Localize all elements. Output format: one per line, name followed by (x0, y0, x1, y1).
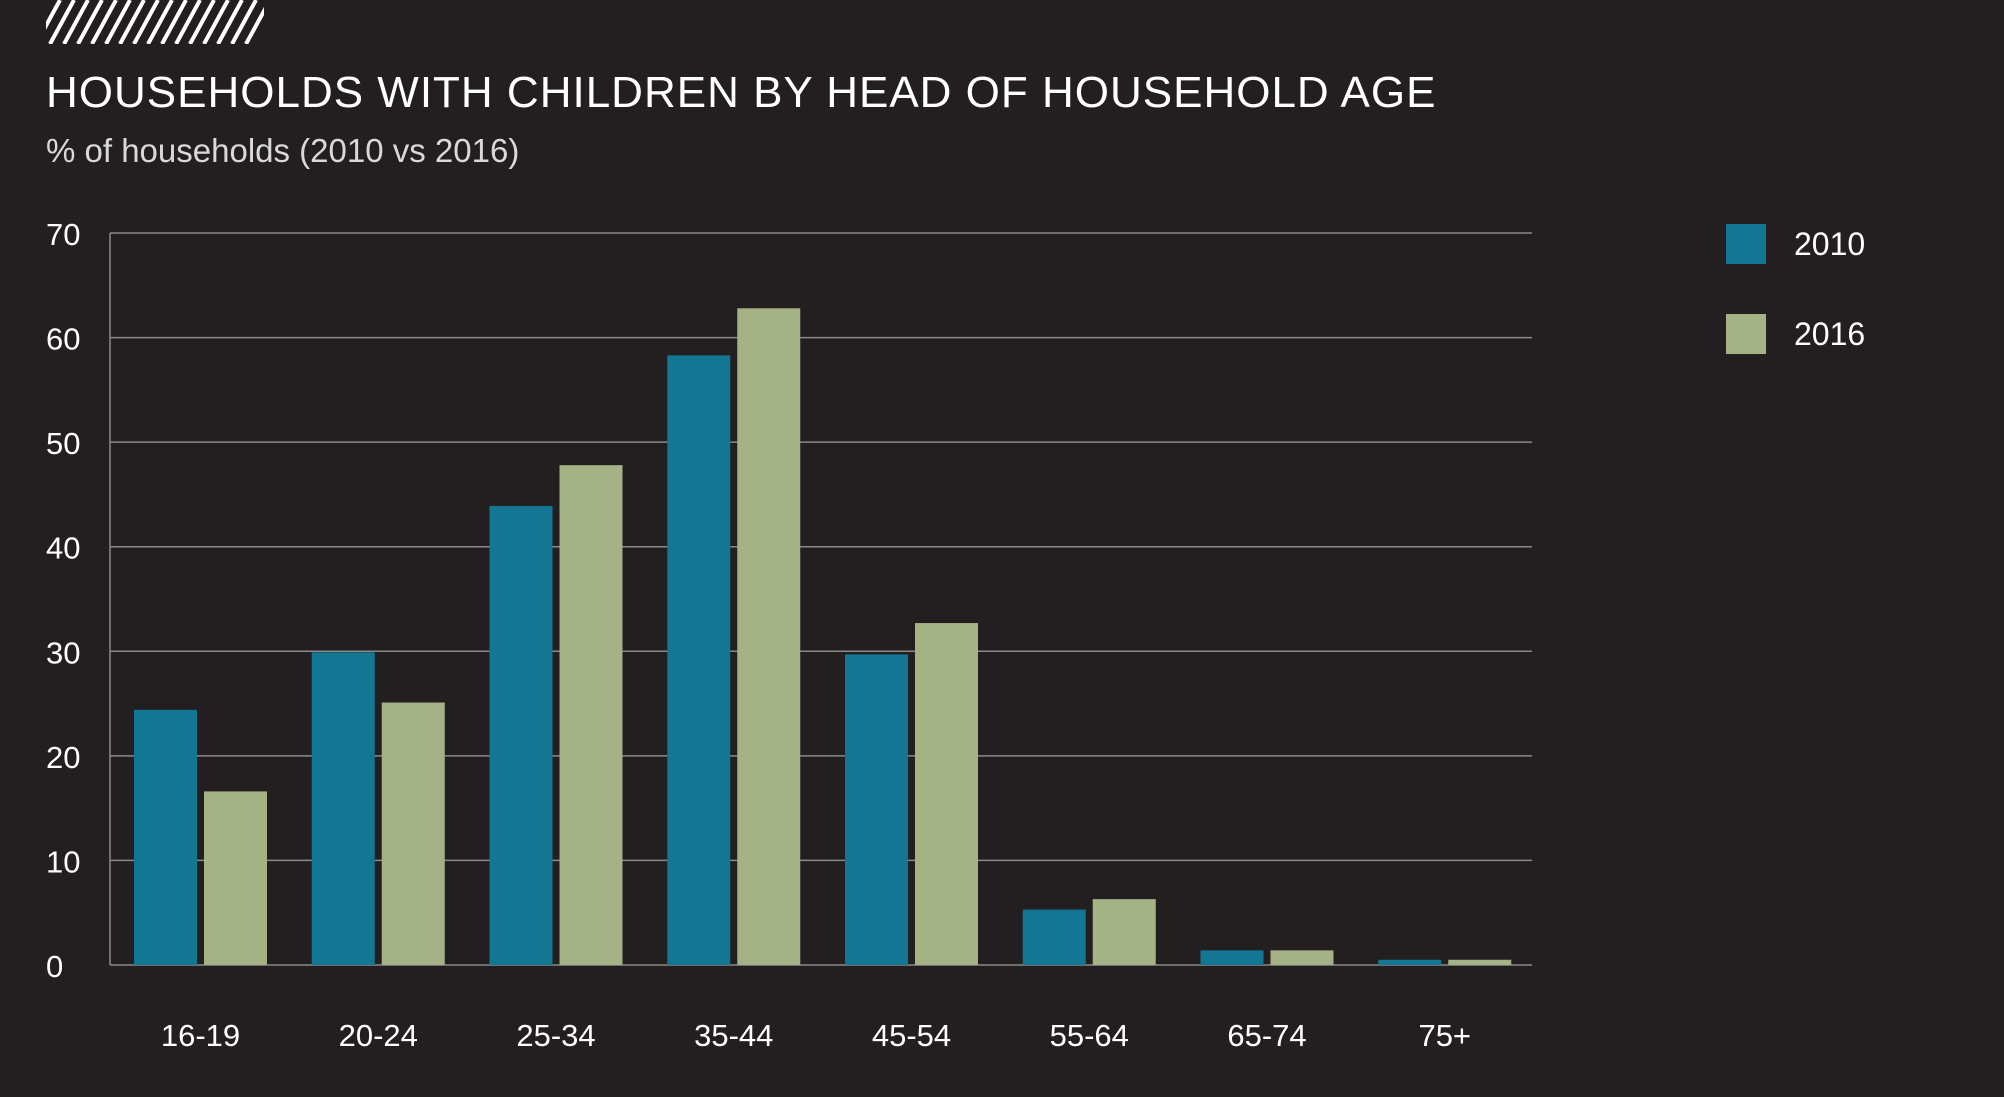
bar-2016-75+ (1448, 959, 1512, 965)
bar-2010-65-74 (1200, 950, 1264, 965)
y-tick-label: 0 (46, 949, 63, 984)
bar-2010-45-54 (845, 654, 908, 965)
x-tick-label: 55-64 (1050, 1018, 1129, 1053)
x-tick-label: 16-19 (161, 1018, 240, 1053)
bar-2016-45-54 (915, 623, 978, 965)
x-tick-label: 25-34 (516, 1018, 595, 1053)
y-tick-label: 60 (46, 322, 80, 357)
legend-swatch-2016 (1726, 314, 1766, 354)
legend-label-2016: 2016 (1794, 315, 1866, 352)
bar-2010-55-64 (1022, 909, 1086, 965)
legend-label-2010: 2010 (1794, 225, 1866, 262)
bar-2010-16-19 (134, 709, 197, 965)
y-tick-label: 50 (46, 426, 80, 461)
legend-item-2010: 2010 (1726, 224, 1865, 264)
bar-2010-75+ (1378, 959, 1442, 965)
legend-swatch-2010 (1726, 224, 1766, 264)
chart-subtitle: % of households (2010 vs 2016) (46, 132, 520, 169)
x-tick-label: 45-54 (872, 1018, 951, 1053)
y-tick-label: 40 (46, 531, 80, 566)
y-axis-ticks: 0 10 20 30 40 50 60 70 (46, 217, 80, 984)
x-tick-label: 20-24 (339, 1018, 418, 1053)
bar-2016-35-44 (737, 308, 801, 965)
bar-2016-16-19 (204, 791, 267, 965)
bar-2010-20-24 (311, 652, 375, 965)
y-tick-label: 20 (46, 740, 80, 775)
chart-title: HOUSEHOLDS WITH CHILDREN BY HEAD OF HOUS… (46, 68, 1437, 117)
hatch-decoration (46, 0, 264, 44)
x-axis-ticks: 16-19 20-24 25-34 35-44 45-54 55-64 65-74 75+ (161, 1018, 1471, 1053)
x-tick-label: 75+ (1418, 1018, 1471, 1053)
bar-2010-25-34 (489, 505, 553, 965)
bars (134, 308, 1512, 965)
x-tick-label: 35-44 (694, 1018, 773, 1053)
y-tick-label: 30 (46, 635, 80, 670)
bar-2010-35-44 (667, 355, 731, 965)
bar-2016-20-24 (381, 702, 445, 965)
bar-2016-55-64 (1092, 899, 1156, 965)
bar-2016-25-34 (559, 465, 623, 965)
y-tick-label: 70 (46, 217, 80, 252)
legend-item-2016: 2016 (1726, 314, 1865, 354)
y-tick-label: 10 (46, 844, 80, 879)
x-tick-label: 65-74 (1227, 1018, 1306, 1053)
bar-2016-65-74 (1270, 950, 1334, 965)
